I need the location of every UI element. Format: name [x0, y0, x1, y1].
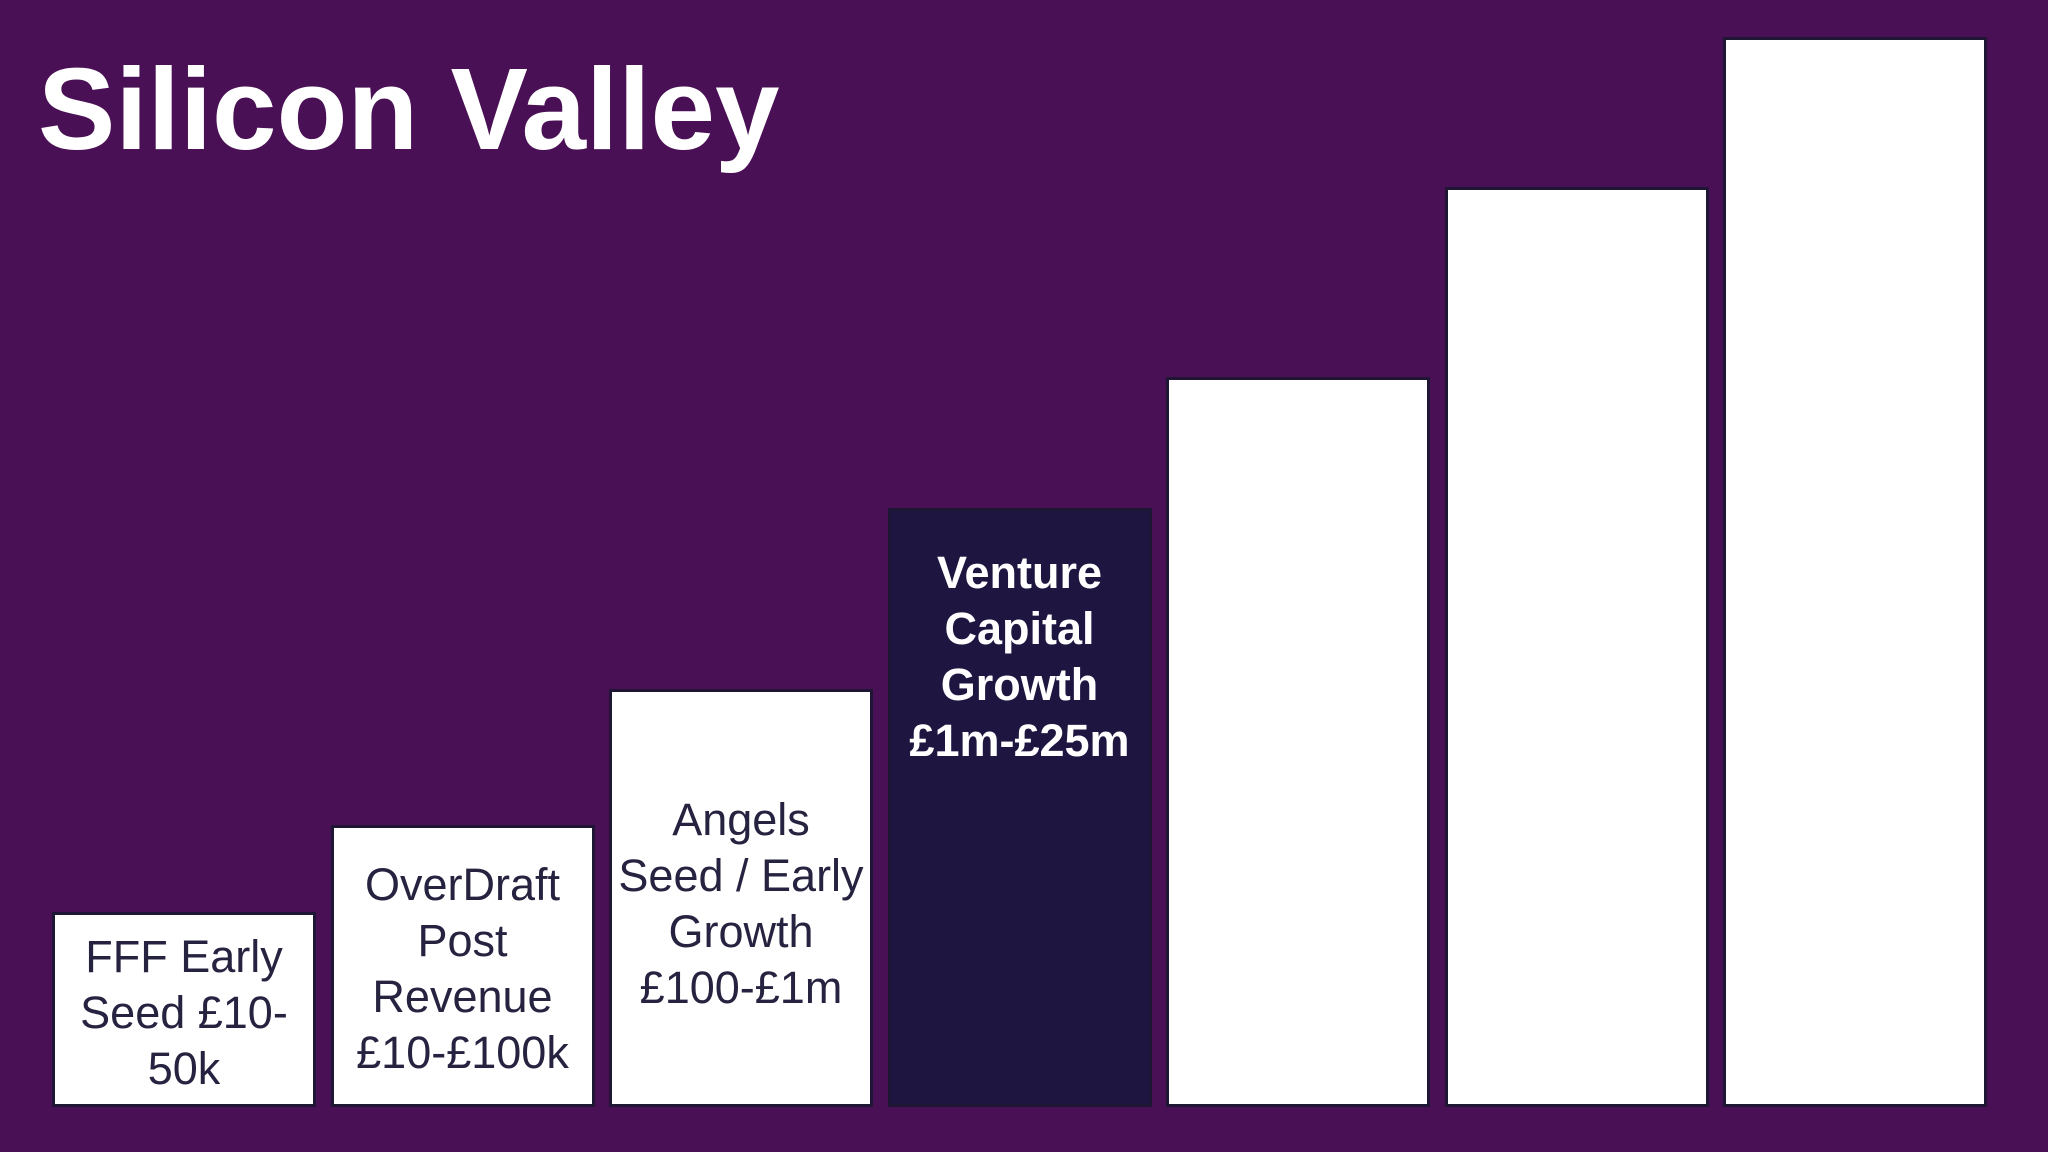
bar-3: Angels Seed / Early Growth £100-£1m: [609, 689, 873, 1107]
bar-3-label: Angels Seed / Early Growth £100-£1m: [618, 794, 864, 1013]
bar-4-label: Venture Capital Growth £1m-£25m: [909, 547, 1130, 766]
bar-5: [1166, 377, 1430, 1107]
bar-6-label: [1448, 190, 1706, 650]
bar-4: Venture Capital Growth £1m-£25m: [887, 508, 1152, 1107]
bar-1: FFF Early Seed £10- 50k: [52, 912, 316, 1107]
slide-title: Silicon Valley: [38, 44, 780, 174]
bar-1-label: FFF Early Seed £10- 50k: [80, 930, 288, 1094]
bar-7-label: [1726, 40, 1984, 575]
bar-6: [1444, 187, 1709, 1107]
bar-2-label: OverDraft Post Revenue £10-£100k: [356, 859, 569, 1078]
bar-5-label: [1169, 380, 1427, 745]
bar-7: [1723, 37, 1987, 1107]
bar-2: OverDraft Post Revenue £10-£100k: [330, 825, 595, 1107]
